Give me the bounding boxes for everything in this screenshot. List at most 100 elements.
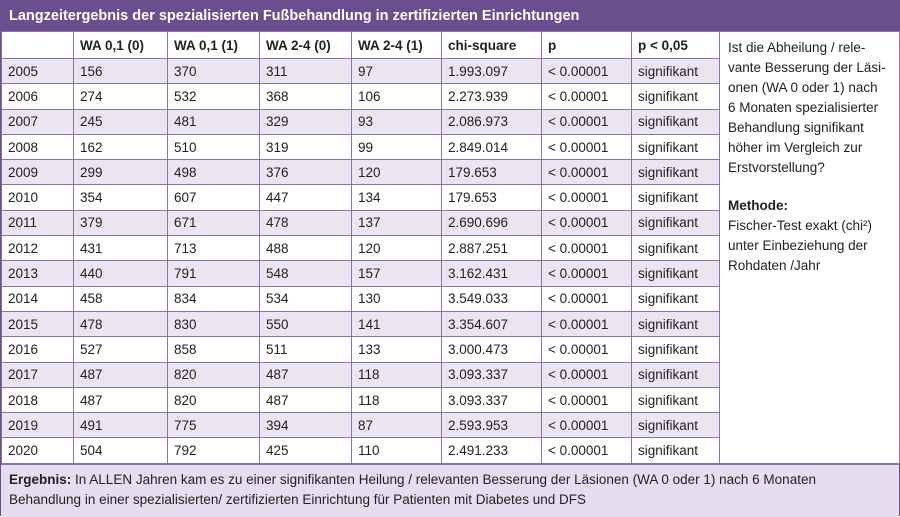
year-cell: 2008 <box>1 133 74 161</box>
table-cell: 478 <box>73 310 168 338</box>
table-cell: 319 <box>259 133 352 161</box>
table-cell: < 0.00001 <box>541 209 632 237</box>
table-cell: signifikant <box>631 133 720 161</box>
year-cell: 2005 <box>1 57 74 85</box>
year-cell: 2010 <box>1 184 74 211</box>
year-cell: 2020 <box>1 437 74 464</box>
table-row: 2017 487 820 487 118 3.093.337 < 0.00001 signif… <box>1 361 900 388</box>
table-cell: signifikant <box>631 159 720 186</box>
table-cell: 179.653 <box>441 184 542 211</box>
table-cell: 440 <box>73 260 168 287</box>
table-cell: < 0.00001 <box>541 336 632 363</box>
table-cell: 607 <box>167 184 260 211</box>
table-row: 2010 354 607 447 134 179.653 < 0.00001 signifik… <box>1 184 900 211</box>
table-cell: < 0.00001 <box>541 159 632 186</box>
method-line: Rohdaten /Jahr <box>728 258 821 273</box>
table-cell: 498 <box>167 159 260 186</box>
year-cell: 2019 <box>1 412 74 439</box>
table-cell: 487 <box>259 361 352 388</box>
table-cell: 179.653 <box>441 159 542 186</box>
table-cell: 120 <box>351 159 442 186</box>
side-note-line: Ist die Abheilung / rele- <box>728 40 866 55</box>
table-cell: 431 <box>73 235 168 262</box>
year-cell: 2016 <box>1 336 74 363</box>
year-cell: 2017 <box>1 361 74 388</box>
header-cell: p < 0,05 <box>631 31 720 59</box>
side-note-line: höher im Vergleich zur <box>728 140 863 155</box>
table-cell: < 0.00001 <box>541 260 632 287</box>
table-cell: 2.593.953 <box>441 412 542 439</box>
data-table: WA 0,1 (0) WA 0,1 (1) WA 2-4 (0) WA 2-4 (1)… <box>1 31 900 464</box>
table-cell: < 0.00001 <box>541 83 632 110</box>
table-row: 2012 431 713 488 120 2.887.251 < 0.00001 signif… <box>1 235 900 262</box>
table-cell: signifikant <box>631 437 720 464</box>
table-cell: 1.993.097 <box>441 57 542 85</box>
table-cell: 3.162.431 <box>441 260 542 287</box>
table-cell: 858 <box>167 336 260 363</box>
table-cell: 97 <box>351 57 442 85</box>
table-row: 2016 527 858 511 133 3.000.473 < 0.00001 signif… <box>1 336 900 363</box>
table-row: 2007 245 481 329 93 2.086.973 < 0.00001 signifi… <box>1 108 900 135</box>
table-cell: 510 <box>167 133 260 161</box>
table-cell: 2.887.251 <box>441 235 542 262</box>
header-cell <box>1 31 74 59</box>
table-cell: 157 <box>351 260 442 287</box>
table-cell: 504 <box>73 437 168 464</box>
header-cell: WA 0,1 (1) <box>167 31 260 59</box>
table-cell: 3.000.473 <box>441 336 542 363</box>
result-footer: Ergebnis: In ALLEN Jahren kam es zu eine… <box>1 463 899 517</box>
table-cell: 532 <box>167 83 260 110</box>
table-cell: 137 <box>351 209 442 237</box>
table-cell: 156 <box>73 57 168 85</box>
table-cell: 162 <box>73 133 168 161</box>
side-note-line: onen (WA 0 oder 1) nach <box>728 80 878 95</box>
side-note-line: vante Besserung der Läsi- <box>728 60 886 75</box>
table-cell: 487 <box>259 386 352 414</box>
table-cell: 141 <box>351 310 442 338</box>
footer-text: In ALLEN Jahren kam es zu einer signifik… <box>9 471 816 507</box>
table-cell: 87 <box>351 412 442 439</box>
table-cell: 511 <box>259 336 352 363</box>
table-cell: < 0.00001 <box>541 285 632 312</box>
table-cell: 329 <box>259 108 352 135</box>
table-cell: < 0.00001 <box>541 412 632 439</box>
table-cell: 481 <box>167 108 260 135</box>
year-cell: 2011 <box>1 209 74 237</box>
table-cell: < 0.00001 <box>541 310 632 338</box>
table-cell: signifikant <box>631 83 720 110</box>
table-cell: 3.354.607 <box>441 310 542 338</box>
table-cell: < 0.00001 <box>541 437 632 464</box>
table-cell: 792 <box>167 437 260 464</box>
table-cell: 447 <box>259 184 352 211</box>
table-row: 2008 162 510 319 99 2.849.014 < 0.00001 signifi… <box>1 133 900 161</box>
table-cell: < 0.00001 <box>541 133 632 161</box>
header-cell: WA 2-4 (0) <box>259 31 352 59</box>
table-row: 2020 504 792 425 110 2.491.233 < 0.00001 signif… <box>1 437 900 464</box>
table-cell: < 0.00001 <box>541 386 632 414</box>
header-cell: WA 0,1 (0) <box>73 31 168 59</box>
table-cell: 3.549.033 <box>441 285 542 312</box>
table-cell: 534 <box>259 285 352 312</box>
table-cell: 671 <box>167 209 260 237</box>
year-cell: 2014 <box>1 285 74 312</box>
table-cell: signifikant <box>631 184 720 211</box>
side-note-line: Behandlung signifikant <box>728 120 864 135</box>
header-cell: p <box>541 31 632 59</box>
table-cell: 527 <box>73 336 168 363</box>
table-cell: 311 <box>259 57 352 85</box>
table-cell: 99 <box>351 133 442 161</box>
year-cell: 2012 <box>1 235 74 262</box>
year-cell: 2015 <box>1 310 74 338</box>
footer-label: Ergebnis: <box>9 471 72 487</box>
table-cell: 820 <box>167 386 260 414</box>
table-row: 2011 379 671 478 137 2.690.696 < 0.00001 signif… <box>1 209 900 237</box>
table-cell: < 0.00001 <box>541 184 632 211</box>
year-cell: 2018 <box>1 386 74 414</box>
table-cell: 487 <box>73 386 168 414</box>
table-cell: 458 <box>73 285 168 312</box>
table-cell: 394 <box>259 412 352 439</box>
table-cell: 488 <box>259 235 352 262</box>
side-note-line: Erstvorstellung? <box>728 160 825 175</box>
table-cell: signifikant <box>631 412 720 439</box>
table-cell: 713 <box>167 235 260 262</box>
